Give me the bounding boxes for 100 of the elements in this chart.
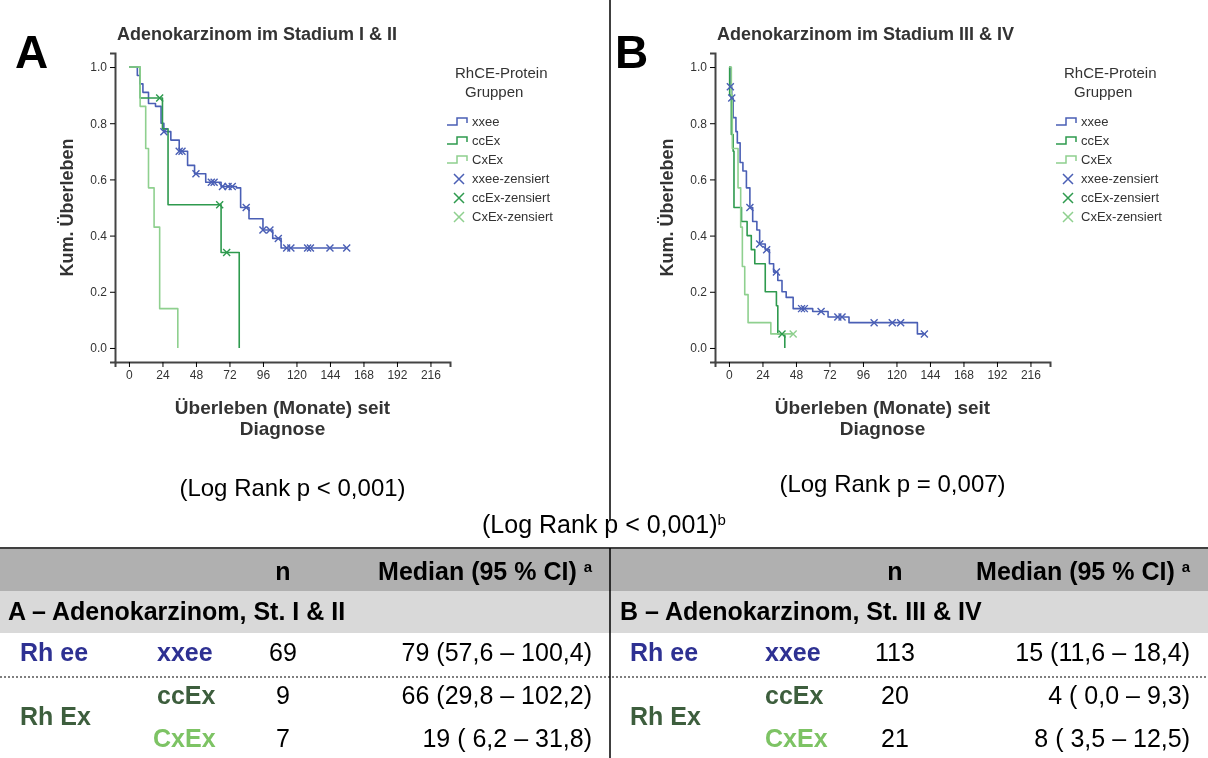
point [833, 312, 843, 322]
point [837, 312, 847, 322]
point [155, 93, 164, 103]
x-tick-label: 120 [286, 367, 308, 382]
x-tick-label: 192 [387, 367, 408, 382]
y-tick-label: 0.8 [90, 116, 108, 131]
y-axis-title: Kum. Überleben [657, 138, 677, 277]
point [222, 248, 231, 257]
x-tick-label: 216 [1020, 367, 1042, 382]
point [274, 234, 283, 243]
text: 15 (11,6 – 18,4) [1015, 638, 1190, 666]
text: 69 [269, 638, 297, 666]
y-tick-label: 0.4 [90, 228, 108, 243]
x-tick-label: 24 [156, 367, 170, 382]
y-tick-label: 0.0 [690, 341, 708, 356]
point [177, 147, 187, 156]
text: Rh Ex [630, 702, 701, 730]
y-tick-label: 1.0 [690, 60, 708, 75]
text: 21 [881, 724, 909, 752]
x-tick-label: 48 [189, 367, 204, 382]
y-tick-label: 0.6 [690, 172, 708, 187]
text: xxee [765, 638, 821, 666]
point [788, 329, 798, 339]
x-tick-label: 96 [256, 367, 271, 382]
legend-label: ccEx [1081, 133, 1110, 148]
chart-title: Adenokarzinom im Stadium I & II [117, 24, 398, 44]
x-axis-title: Überleben (Monate) seit Diagnose [174, 397, 391, 439]
point [800, 304, 809, 313]
text: 20 [881, 681, 909, 709]
legend-label: CxEx [472, 152, 504, 167]
text: 113 [875, 638, 915, 666]
point [727, 93, 736, 103]
x-tick-label: 144 [920, 367, 941, 382]
legend-title: RhCE-Protein Gruppen [455, 64, 548, 100]
x-axis-title: Überleben (Monate) seit Diagnose [774, 397, 991, 439]
text: A [15, 26, 49, 78]
y-tick-label: 0.0 [90, 341, 108, 356]
x-tick-label: 96 [856, 367, 871, 382]
x-tick-label: 72 [823, 367, 837, 382]
text: n [887, 557, 903, 585]
text: n [275, 557, 291, 585]
point [745, 203, 755, 212]
point [777, 329, 787, 339]
point [159, 127, 169, 136]
text: B [615, 26, 649, 78]
text: 4 ( 0,0 – 9,3) [1048, 681, 1190, 709]
text: ccEx [157, 681, 216, 709]
text: Rh Ex [20, 702, 91, 730]
point [242, 203, 251, 212]
point [726, 82, 735, 91]
text: 7 [276, 724, 290, 752]
y-tick-label: 0.8 [690, 116, 708, 131]
point [772, 267, 781, 277]
y-tick-label: 0.2 [690, 285, 708, 300]
point [215, 200, 224, 209]
y-tick-label: 0.6 [90, 172, 108, 187]
point [306, 243, 315, 253]
chart-title: Adenokarzinom im Stadium III & IV [717, 24, 1015, 44]
legend-label: CxEx-zensiert [472, 209, 554, 224]
text: A – Adenokarzinom, St. I & II [8, 597, 346, 625]
y-tick-label: 0.4 [690, 228, 708, 243]
legend-title: RhCE-Protein Gruppen [1064, 64, 1157, 100]
legend-label: ccEx-zensiert [472, 190, 551, 205]
point [191, 169, 201, 178]
x-tick-label: 0 [726, 367, 734, 382]
text: B – Adenokarzinom, St. III & IV [620, 597, 982, 625]
text: 9 [276, 681, 290, 709]
text: Rh ee [630, 638, 699, 666]
text: ccEx [765, 681, 824, 709]
point [175, 147, 184, 156]
text: Median (95 % CI) $^{a}$ [378, 557, 593, 585]
legend-label: xxee-zensiert [1081, 171, 1159, 186]
legend-label: CxEx [1081, 152, 1113, 167]
text: 79 (57,6 – 100,4) [401, 638, 592, 666]
text: 66 (29,8 – 102,2) [401, 681, 592, 709]
legend-label: CxEx-zensiert [1081, 209, 1163, 224]
point [342, 243, 351, 253]
text: CxEx [765, 724, 828, 752]
point [816, 307, 826, 316]
x-tick-label: 48 [789, 367, 804, 382]
legend-label: xxee [472, 114, 500, 129]
text: Rh ee [20, 638, 89, 666]
text: 8 ( 3,5 – 12,5) [1034, 724, 1190, 752]
x-tick-label: 24 [756, 367, 770, 382]
text: CxEx [153, 724, 216, 752]
point [920, 329, 929, 339]
text: (Log Rank p = 0,007) [779, 470, 1006, 497]
point [286, 243, 296, 253]
text: (Log Rank p < 0,001)$^{b}$ [482, 510, 726, 538]
point [209, 178, 219, 187]
y-axis-title: Kum. Überleben [57, 138, 77, 277]
point [869, 318, 879, 327]
x-tick-label: 72 [223, 367, 237, 382]
x-tick-label: 0 [126, 367, 134, 382]
legend-label: xxee [1081, 114, 1109, 129]
point [762, 245, 771, 254]
point [207, 178, 216, 187]
legend-label: ccEx [472, 133, 501, 148]
point [303, 243, 312, 253]
x-tick-label: 120 [886, 367, 908, 382]
